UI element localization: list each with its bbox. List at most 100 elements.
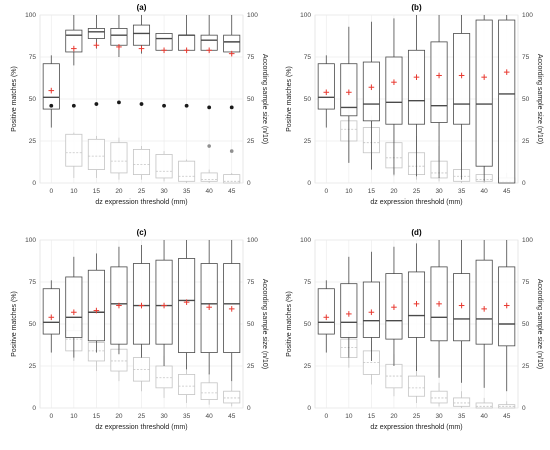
sample-size-point [94,102,99,106]
y-tick-label-left: 25 [29,363,37,370]
x-tick-label: 25 [138,413,146,420]
mean-marker [116,302,122,309]
sample-size-point [71,103,76,108]
y-axis-label-right: According sample size (n/10) [536,279,543,369]
match-box [362,61,380,122]
y-tick-label-right: 100 [247,237,258,244]
x-tick-label: 30 [435,188,443,195]
y-tick-label-right: 100 [247,12,258,19]
x-tick-label: 45 [503,188,511,195]
x-tick-label: 20 [390,188,398,195]
sample-size-box [223,174,241,184]
sample-size-point [162,103,166,108]
x-axis-label: dz expression threshold (mm) [95,199,187,206]
mean-marker [48,87,55,94]
x-tick-label: 0 [49,413,53,420]
sample-size-box [132,148,151,175]
x-tick-label: 35 [183,188,191,195]
x-tick-label: 45 [228,413,236,420]
match-box [132,24,151,46]
y-tick-label-right: 75 [247,279,255,286]
mean-marker [228,306,235,312]
sample-size-box [453,397,471,407]
sample-size-box [65,133,83,167]
match-box [498,19,516,184]
mean-marker [481,306,487,312]
match-box [407,49,426,125]
y-tick-label-right: 25 [522,363,530,370]
mean-marker [413,74,420,80]
x-tick-label: 15 [368,188,376,195]
x-tick-label: 20 [115,413,123,420]
y-tick-label-left: 25 [29,138,37,145]
x-axis-label: dz expression threshold (mm) [370,199,462,206]
y-tick-label-right: 0 [247,180,251,187]
mean-marker [183,47,190,54]
mean-marker [183,299,190,305]
match-box [385,56,403,125]
y-tick-label-left: 25 [304,363,312,370]
mean-marker [458,302,465,309]
match-box [155,259,173,345]
y-axis-label-left: Positive matches (%) [11,291,18,357]
y-tick-label-left: 50 [304,96,312,103]
y-tick-label-right: 50 [522,96,530,103]
mean-marker [391,304,397,310]
x-tick-label: 40 [481,413,489,420]
y-tick-label-left: 50 [29,321,37,328]
mean-marker [93,42,100,49]
sample-size-box [155,154,173,179]
x-axis-label: dz expression threshold (mm) [95,424,187,431]
panel-b-chart: 0 0 25 25 50 50 75 75 100 100 0 10 15 20 25 30 35 40 45 (b)… [286,3,543,206]
x-tick-label: 35 [458,413,466,420]
mean-marker [346,89,352,96]
x-tick-label: 35 [183,413,191,420]
x-tick-label: 20 [390,413,398,420]
x-tick-label: 40 [481,188,489,195]
x-tick-label: 40 [206,413,214,420]
sample-size-box [110,142,128,174]
y-axis-label-right: According sample size (n/10) [261,54,268,144]
sample-size-box [407,375,426,397]
x-tick-label: 15 [93,188,101,195]
y-tick-label-right: 100 [522,237,533,244]
mean-marker [323,314,330,321]
y-tick-label-left: 100 [300,237,311,244]
x-tick-label: 25 [138,188,146,195]
y-tick-label-left: 0 [307,405,311,412]
y-tick-label-left: 75 [29,54,37,61]
y-tick-label-left: 75 [304,54,312,61]
mean-marker [323,89,330,96]
y-tick-label-left: 50 [304,321,312,328]
panel-c-chart: 0 0 25 25 50 50 75 75 100 100 0 10 15 20 25 30 35 40 45 (c)… [11,228,268,431]
y-tick-label-left: 25 [304,138,312,145]
x-tick-label: 40 [206,188,214,195]
sample-size-point [49,103,54,108]
mean-marker [481,74,487,80]
mean-marker [458,72,465,79]
sample-size-box [200,172,218,182]
match-box [87,269,105,342]
mean-marker [48,314,55,321]
y-tick-label-right: 0 [522,180,526,187]
mean-marker [138,45,145,52]
sample-size-box [178,160,196,182]
sample-size-point [207,105,212,110]
mean-marker [346,311,352,317]
match-box [340,283,358,338]
match-box [42,63,60,110]
panel-a-chart: 0 0 25 25 50 50 75 75 100 100 0 10 15 20 25 30 35 40 45 (a)… [11,3,268,206]
match-box [317,63,335,110]
match-box [223,34,241,53]
mean-marker [503,302,510,309]
match-box [475,19,493,167]
y-tick-label-right: 100 [522,12,533,19]
y-tick-label-left: 0 [32,180,36,187]
mean-marker [161,47,167,54]
x-tick-label: 25 [413,188,421,195]
match-box [178,258,196,353]
y-axis-label-left: Positive matches (%) [286,291,293,357]
x-tick-label: 10 [70,188,78,195]
mean-marker [368,84,375,91]
